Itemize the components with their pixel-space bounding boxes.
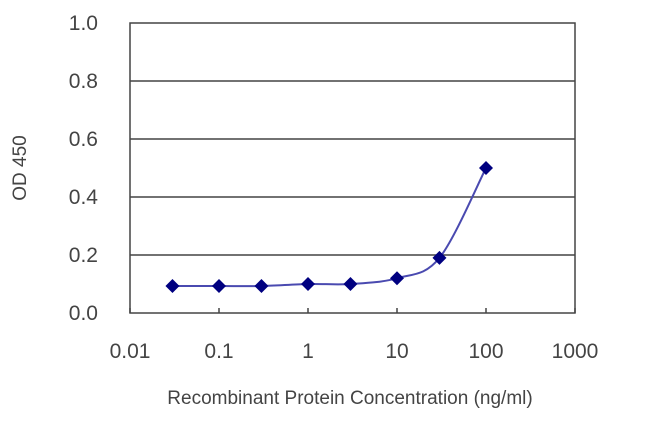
diamond-marker [165,279,180,294]
gridlines [130,80,575,256]
x-axis-title: Recombinant Protein Concentration (ng/ml… [167,388,532,409]
y-tick-label: 0.0 [69,302,98,325]
x-tick-label: 1 [302,340,314,363]
x-axis-ticks: 0.01 0.1 1 10 100 1000 [110,308,599,363]
y-tick-label: 0.8 [69,70,98,93]
y-tick-label: 1.0 [69,12,98,35]
diamond-marker [432,250,447,265]
x-tick-label: 1000 [552,340,599,363]
y-tick-label: 0.2 [69,244,98,267]
diamond-marker [343,277,358,291]
x-tick-label: 10 [385,340,408,363]
diamond-marker [479,161,493,175]
x-tick-label: 0.1 [204,340,233,363]
diamond-marker [254,279,269,294]
y-axis-ticks: 0.0 0.2 0.4 0.6 0.8 1.0 [69,12,99,325]
y-tick-label: 0.4 [69,186,99,209]
diamond-marker [212,279,226,294]
data-line [172,167,487,288]
y-axis-title: OD 450 [10,135,31,200]
diamond-marker [301,277,315,291]
x-tick-label: 100 [468,340,503,363]
plot-area [129,22,576,314]
diamond-marker [390,271,404,286]
data-markers [165,161,493,294]
y-tick-label: 0.6 [69,128,98,151]
x-tick-label: 0.01 [110,340,151,363]
